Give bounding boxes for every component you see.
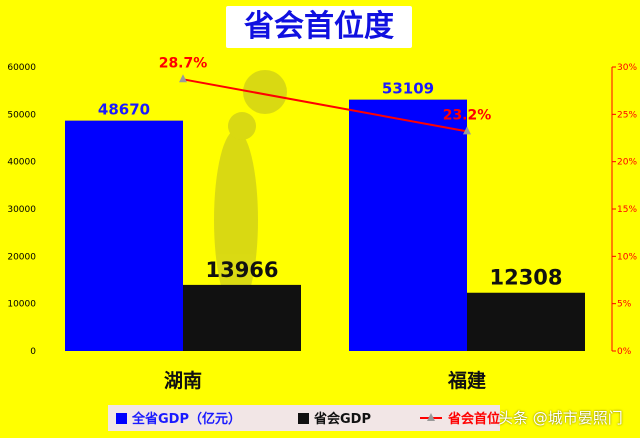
category-labels: 湖南 福建 (164, 369, 486, 392)
bar-value-label: 12308 (489, 266, 562, 290)
bar-capital-gdp (183, 284, 301, 351)
ratio-line (179, 74, 471, 135)
legend: 全省GDP（亿元） 省会GDP 省会首位度 (108, 405, 514, 431)
left-tick-label: 40000 (7, 158, 36, 168)
title-box (226, 6, 412, 48)
category-label: 湖南 (164, 370, 202, 392)
bar-value-label: 48670 (98, 101, 150, 119)
bar-province-gdp (349, 99, 467, 351)
watermark-text: 头条 @城市晏照门 (498, 409, 623, 427)
right-axis: 0% 5% 10% 15% 20% 25% 30% (611, 63, 637, 357)
legend-marker (427, 413, 435, 421)
legend-label: 省会GDP (313, 411, 371, 427)
left-tick-label: 0 (30, 347, 36, 357)
left-tick-label: 60000 (7, 63, 36, 73)
legend-items: 全省GDP（亿元） 省会GDP 省会首位度 (116, 411, 514, 427)
left-axis: 0 10000 20000 30000 40000 50000 60000 (7, 63, 36, 357)
bar-value-label: 13966 (205, 258, 278, 282)
legend-swatch (298, 413, 309, 424)
legend-label: 全省GDP（亿元） (131, 411, 241, 427)
data-labels: 48670 13966 53109 12308 28.7% 23.2% (98, 55, 563, 289)
ratio-point (463, 126, 471, 135)
bars (65, 99, 585, 352)
bar-capital-gdp (467, 292, 585, 351)
right-tick-label: 25% (617, 110, 637, 120)
ratio-value-label: 23.2% (443, 107, 492, 123)
left-tick-label: 20000 (7, 252, 36, 262)
category-label: 福建 (447, 369, 486, 392)
legend-swatch (116, 413, 127, 424)
watermark: 头条 @城市晏照门 (498, 404, 623, 432)
left-tick-label: 30000 (7, 205, 36, 215)
right-tick-label: 0% (617, 347, 632, 357)
right-tick-label: 15% (617, 205, 637, 215)
right-tick-label: 30% (617, 63, 637, 73)
ratio-value-label: 28.7% (159, 55, 208, 71)
right-tick-label: 20% (617, 158, 637, 168)
chart-title: 省会首位度 (244, 9, 394, 44)
bar-value-label: 53109 (382, 80, 434, 98)
right-tick-label: 5% (617, 300, 632, 310)
left-tick-label: 50000 (7, 110, 36, 120)
legend-label: 省会首位度 (447, 411, 500, 427)
ratio-point (179, 74, 187, 83)
left-tick-label: 10000 (7, 300, 36, 310)
ratio-line-path (182, 78, 468, 133)
bar-province-gdp (65, 120, 183, 352)
right-tick-label: 10% (617, 252, 637, 262)
